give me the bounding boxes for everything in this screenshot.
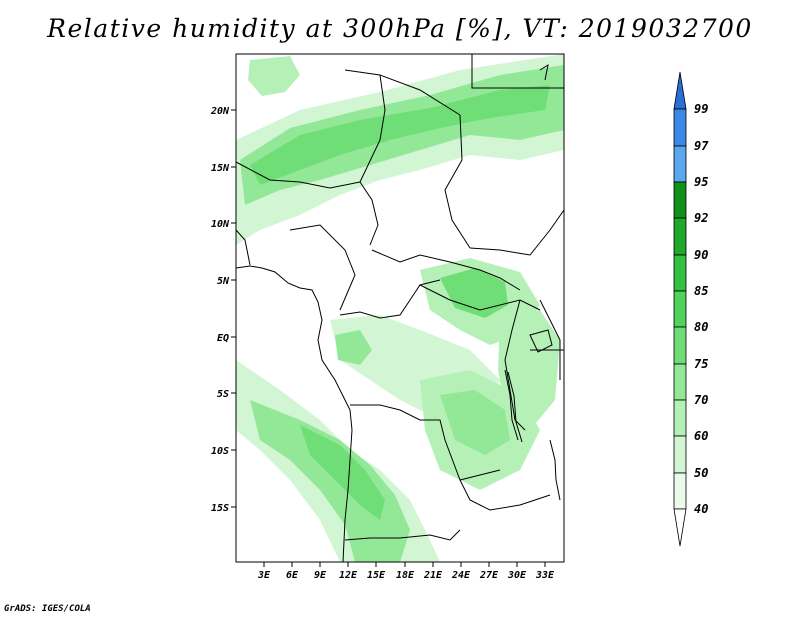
border-sudan-ss [469,209,564,256]
border-northern [236,161,361,266]
colorbar-swatch [673,290,687,328]
lat-label-10n: 10N [211,219,230,230]
lat-label-eq: EQ [217,333,229,344]
lon-label-15e: 15E [367,570,386,581]
border-zambia [459,479,551,511]
footer-credit: GrADS: IGES/COLA [4,604,91,614]
colorbar-swatch [673,472,687,510]
lon-label-24e: 24E [451,570,471,581]
colorbar-label-99: 99 [694,102,708,116]
lon-label-3e: 3E [257,570,271,581]
colorbar-swatch [673,435,687,474]
humidity-band-south-core [300,425,385,520]
humidity-patch-nw [248,56,300,96]
red-sea-coast [539,63,549,81]
lon-label-27e: 27E [479,570,499,581]
colorbar-label-80: 80 [694,320,708,334]
colorbar-label-90: 90 [694,248,708,262]
border-drc-north [419,284,541,311]
colorbar-label-75: 75 [694,357,708,371]
colorbar-label-95: 95 [694,175,708,189]
lat-label-5n: 5N [217,276,230,287]
border-east-africa [530,299,564,380]
lon-label-21e: 21E [423,570,443,581]
country-borders [236,54,564,562]
colorbar-top-arrow [673,71,687,110]
colorbar-label-85: 85 [694,284,708,298]
colorbar-label-60: 60 [694,429,708,443]
lon-axis: 3E 6E 9E 12E 15E 18E 21E 24E 27E 30E 33E [257,562,555,581]
colorbar-label-70: 70 [694,393,708,407]
colorbar-label-92: 92 [694,211,708,225]
lake-tanganyika [504,369,523,443]
colorbar-swatch [673,181,687,219]
humidity-field [236,54,564,562]
lat-axis: 20N 15N 10N 5N EQ 5S 10S 15S [210,106,236,514]
lat-label-20n: 20N [210,106,230,117]
border-chad-sudan [444,114,471,249]
lat-label-15s: 15S [211,503,229,514]
border-drc-east [504,299,526,431]
chart-title: Relative humidity at 300hPa [%], VT: 201… [47,14,753,43]
lon-label-9e: 9E [314,570,327,581]
lake-malawi [549,439,561,501]
map-frame [235,53,565,563]
humidity-patch-se-core [440,390,510,455]
border-libya-egypt [471,54,564,89]
humidity-band-north-core [250,85,550,185]
lon-label-18e: 18E [396,570,415,581]
border-angola-namibia [344,529,461,541]
lon-label-33e: 33E [535,570,555,581]
lat-label-15n: 15N [211,163,230,174]
colorbar-swatch [673,108,687,147]
colorbar-swatch [673,363,687,401]
humidity-patch-central-core [440,268,508,318]
colorbar-label-50: 50 [694,466,708,480]
colorbar-swatch [673,217,687,256]
border-libya-niger [344,69,461,116]
colorbar: 99 97 95 92 90 85 80 75 70 60 50 40 [673,71,709,547]
humidity-band-south-mid [250,400,410,562]
humidity-patch-gabon [335,330,372,365]
lon-label-6e: 6E [286,570,299,581]
border-drc-angola [350,404,501,481]
lon-label-12e: 12E [339,570,358,581]
lat-label-10s: 10S [211,446,229,457]
colorbar-label-40: 40 [694,502,708,516]
colorbar-bottom-arrow [673,508,687,547]
border-nigeria-cameroon [289,224,356,311]
colorbar-swatch [673,326,687,365]
border-car [371,249,521,291]
colorbar-swatch [673,399,687,437]
lat-label-5s: 5S [217,389,229,400]
colorbar-swatch [673,254,687,292]
colorbar-swatch [673,145,687,183]
border-niger-chad [359,74,386,246]
lon-label-30e: 30E [507,570,527,581]
colorbar-label-97: 97 [694,139,709,153]
coastline-west [236,265,353,562]
lake-victoria [529,329,553,353]
